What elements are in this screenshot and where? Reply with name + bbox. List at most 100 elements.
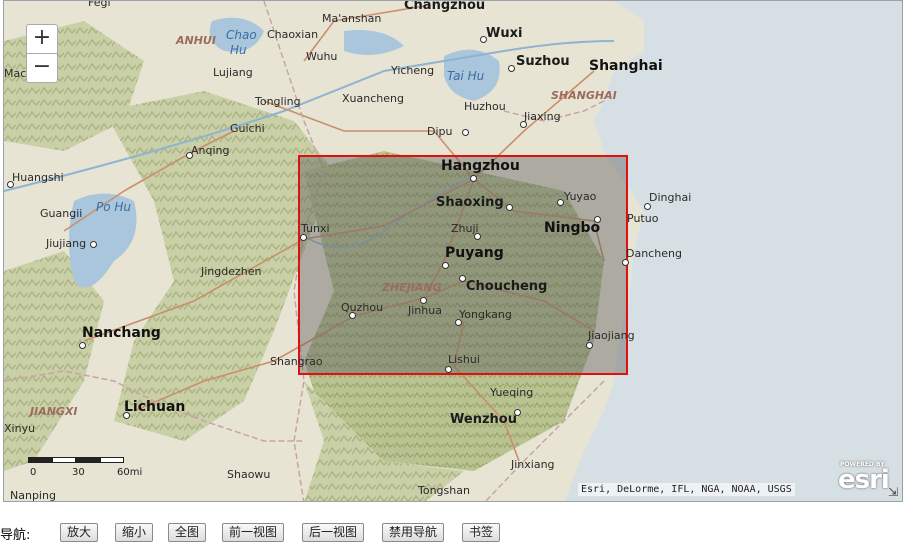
- city-marker: [622, 259, 629, 266]
- city-label: Dinghai: [649, 191, 692, 204]
- city-label: Zhuji: [451, 222, 479, 235]
- city-marker: [90, 241, 97, 248]
- city-label: Jiaojiang: [588, 329, 635, 342]
- city-label: Yuyao: [564, 190, 597, 203]
- full-extent-button[interactable]: 全图: [168, 523, 207, 542]
- province-label: SHANGHAI: [551, 89, 617, 102]
- city-label: Shangrao: [270, 355, 323, 368]
- terrain-basemap: [4, 1, 902, 501]
- city-marker: [480, 36, 487, 43]
- water-label: Tai Hu: [447, 69, 485, 83]
- city-marker: [474, 233, 481, 240]
- city-label: Tunxi: [301, 222, 330, 235]
- province-label: JIANGXI: [30, 405, 78, 418]
- city-label: Yicheng: [391, 64, 435, 77]
- city-label: Wuhu: [306, 50, 338, 63]
- next-view-button[interactable]: 后一视图: [302, 523, 365, 542]
- map-view[interactable]: Chao Hu Tai Hu Po Hu ANHUI SHANGHAI ZHEJ…: [3, 0, 903, 502]
- scale-bar-segment: [76, 457, 100, 463]
- city-label: Nanping: [10, 489, 56, 502]
- city-label: Choucheng: [466, 279, 548, 294]
- city-label: Suzhou: [516, 54, 570, 69]
- disable-navigation-button[interactable]: 禁用导航: [382, 523, 445, 542]
- bookmarks-button[interactable]: 书签: [462, 523, 501, 542]
- city-marker: [506, 204, 513, 211]
- scale-bar-segment: [52, 457, 76, 463]
- city-marker: [470, 175, 477, 182]
- scale-bar-label: 60mi: [117, 467, 143, 478]
- city-label: Puyang: [445, 245, 504, 261]
- city-label: Lujiang: [213, 66, 253, 79]
- scale-bar-label: 30: [72, 467, 85, 478]
- city-marker: [442, 262, 449, 269]
- city-label: Yongkang: [459, 308, 512, 321]
- city-marker: [186, 152, 193, 159]
- city-label: Jingdezhen: [201, 265, 262, 278]
- city-label: Tongling: [255, 95, 301, 108]
- province-label: ANHUI: [176, 34, 216, 47]
- city-label: Fegi: [88, 0, 111, 9]
- water-label: Hu: [230, 43, 247, 57]
- water-label: Po Hu: [96, 200, 132, 214]
- city-label: Wuxi: [486, 26, 523, 41]
- city-label: Yueqing: [490, 386, 534, 399]
- city-label: Jiaxing: [524, 110, 561, 123]
- city-label: Shanghai: [589, 58, 663, 74]
- esri-logo-text: esri: [838, 465, 890, 495]
- city-label: Hangzhou: [441, 158, 520, 174]
- city-label: Xinyu: [4, 422, 36, 435]
- city-label: Jinhua: [408, 304, 442, 317]
- city-label: Chaoxian: [267, 28, 319, 41]
- zoom-in-nav-button[interactable]: 放大: [60, 523, 99, 542]
- scale-bar-segment: [100, 457, 124, 463]
- city-label: Jiujiang: [46, 237, 87, 250]
- esri-powered-text: POWERED BY: [840, 461, 885, 468]
- city-label: Guichi: [230, 122, 265, 135]
- navigation-label: 导航:: [0, 528, 31, 543]
- city-marker: [644, 203, 651, 210]
- city-label: Putuo: [627, 212, 659, 225]
- water-label: Chao: [226, 28, 257, 42]
- city-marker: [508, 65, 515, 72]
- province-label: ZHEJIANG: [382, 281, 442, 294]
- city-marker: [300, 234, 307, 241]
- zoom-in-button[interactable]: +: [26, 24, 58, 54]
- city-label: Nanchang: [82, 325, 161, 341]
- zoom-out-nav-button[interactable]: 缩小: [115, 523, 154, 542]
- city-marker: [123, 412, 130, 419]
- city-label: Quzhou: [341, 301, 384, 314]
- city-label: Xuancheng: [342, 92, 404, 105]
- scale-bar-label: 0: [30, 467, 37, 478]
- city-label: Huangshi: [12, 171, 64, 184]
- city-label: Wenzhou: [450, 412, 517, 427]
- city-marker: [420, 297, 427, 304]
- city-marker: [557, 199, 564, 206]
- city-label: Jinxiang: [511, 458, 555, 471]
- city-label: Huzhou: [464, 100, 506, 113]
- scale-bar-segment: [28, 457, 52, 463]
- city-label: Guangii: [40, 207, 83, 220]
- resize-handle-icon[interactable]: ⇲: [888, 485, 899, 499]
- city-marker: [7, 181, 14, 188]
- previous-view-button[interactable]: 前一视图: [222, 523, 285, 542]
- city-marker: [586, 342, 593, 349]
- city-marker: [462, 129, 469, 136]
- city-label: Dipu: [427, 125, 453, 138]
- city-label: Anqing: [191, 144, 230, 157]
- city-marker: [79, 342, 86, 349]
- city-label: Changzhou: [404, 0, 486, 13]
- city-marker: [520, 121, 527, 128]
- city-marker: [594, 216, 601, 223]
- city-label: Shaoxing: [436, 195, 504, 210]
- city-label: Ningbo: [544, 220, 601, 236]
- city-label: Shaowu: [227, 468, 271, 481]
- city-marker: [349, 312, 356, 319]
- city-marker: [455, 319, 462, 326]
- zoom-out-button[interactable]: −: [26, 53, 58, 83]
- city-label: Mac: [4, 67, 27, 80]
- city-marker: [459, 275, 466, 282]
- selected-extent-box: [298, 155, 628, 375]
- city-marker: [445, 366, 452, 373]
- city-label: Tongshan: [418, 484, 470, 497]
- city-label: Dancheng: [626, 247, 682, 260]
